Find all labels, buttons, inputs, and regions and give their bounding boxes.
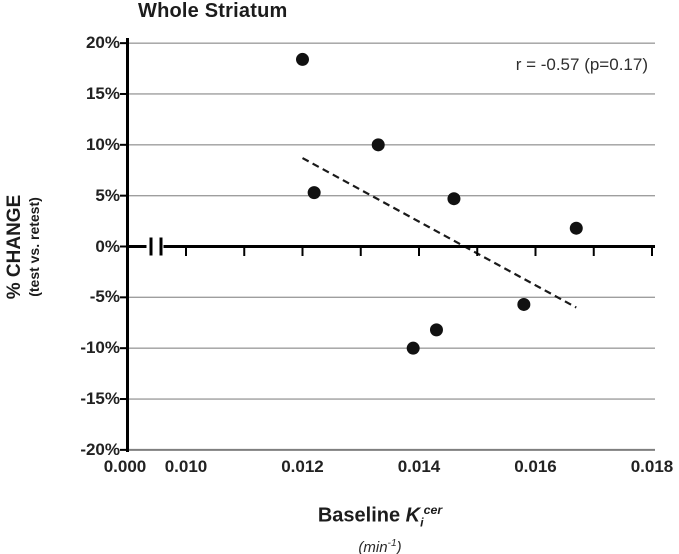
x-axis-units: (min-1): [230, 535, 530, 554]
x-axis-title-k: K: [405, 504, 421, 527]
data-point: [371, 138, 385, 152]
y-tick-label: -15%: [80, 389, 120, 409]
x-axis-units-open: (min: [358, 538, 388, 554]
data-point: [307, 186, 321, 200]
data-point: [517, 297, 531, 311]
x-tick-label: 0.014: [397, 457, 441, 476]
x-axis-title-superscript: cer: [423, 503, 443, 517]
y-tick-label: 20%: [85, 33, 120, 53]
x-axis-title: Baseline Kicer (min-1): [230, 498, 530, 554]
y-tick-label: 15%: [85, 83, 120, 103]
y-tick-label: -20%: [80, 439, 120, 459]
x-axis-units-close: ): [396, 538, 402, 554]
x-tick-label: 0.012: [281, 457, 324, 476]
y-axis-title-sub: (test vs. retest): [26, 197, 42, 297]
x-axis-units-exponent: -1: [387, 537, 397, 549]
y-axis-title: % CHANGE (test vs. retest): [3, 172, 47, 322]
x-tick-label: 0.000: [103, 457, 147, 476]
x-tick-label: 0.018: [630, 457, 674, 476]
y-tick-label: -10%: [80, 338, 120, 358]
y-tick-label: 0%: [95, 236, 120, 256]
y-tick-label: 5%: [95, 185, 120, 205]
data-point: [296, 52, 309, 66]
x-axis-title-subscript: i: [420, 515, 424, 530]
y-axis-title-main: % CHANGE: [4, 194, 25, 300]
data-point: [447, 192, 461, 206]
y-tick-label: -5%: [89, 287, 120, 307]
y-tick-label: 10%: [85, 134, 120, 154]
x-axis-title-prefix: Baseline: [317, 504, 406, 527]
data-point: [406, 341, 420, 355]
data-point: [569, 221, 583, 235]
x-axis-title-main: Baseline Kicer: [230, 498, 530, 535]
x-tick-label: 0.016: [514, 457, 557, 476]
chart-title: Whole Striatum: [138, 0, 288, 22]
correlation-annotation: r = -0.57 (p=0.17): [515, 55, 648, 74]
x-tick-label: 0.010: [164, 457, 208, 476]
trendline: [301, 157, 577, 309]
data-point: [429, 323, 443, 337]
